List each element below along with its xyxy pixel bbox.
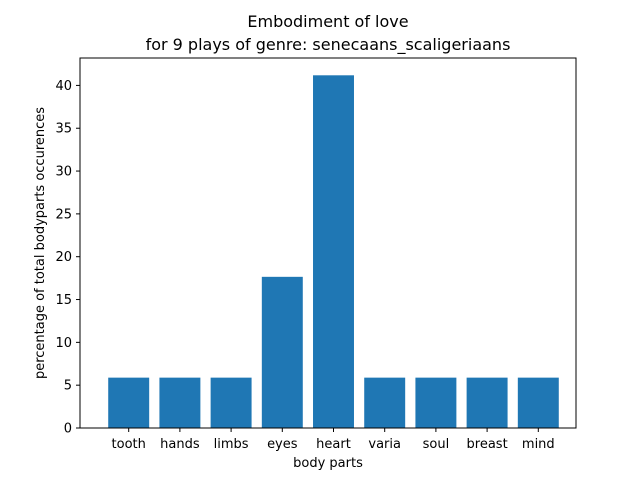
bar-varia [364,377,406,428]
chart-title: Embodiment of love [247,12,408,31]
y-tick-label: 25 [55,207,72,222]
x-tick-label: breast [467,437,508,452]
bar-mind [517,377,559,428]
x-tick-label: heart [316,437,351,452]
y-tick-label: 5 [64,379,72,394]
x-tick-label: soul [423,437,450,452]
x-tick-label: mind [522,437,555,452]
bar-hands [159,377,201,428]
y-tick-label: 35 [55,122,72,137]
chart-subtitle: for 9 plays of genre: senecaans_scaliger… [146,35,511,55]
bar-heart [313,75,354,429]
y-axis-ticks: 0 5 10 15 20 25 30 35 40 [55,79,80,437]
bar-soul [415,377,457,428]
bar-tooth [108,377,150,428]
x-tick-label: tooth [112,437,146,452]
y-axis-label: percentage of total bodyparts occurences [33,107,48,379]
y-tick-label: 30 [55,165,72,180]
y-tick-label: 20 [55,250,72,265]
plot-frame [79,57,577,429]
x-tick-label: limbs [214,437,249,452]
x-axis-label: body parts [293,456,363,471]
y-tick-label: 10 [55,336,72,351]
x-tick-label: hands [160,437,200,452]
y-tick-label: 15 [55,293,72,308]
bar-eyes [261,276,303,428]
x-tick-label: varia [368,437,401,452]
x-axis-ticks: tooth hands limbs eyes heart varia soul breast m… [112,428,555,452]
y-tick-label: 40 [55,79,72,94]
x-tick-label: eyes [267,437,298,452]
bars-group [108,75,559,429]
y-tick-label: 0 [64,422,72,437]
bar-breast [466,377,508,428]
bar-limbs [210,377,252,428]
